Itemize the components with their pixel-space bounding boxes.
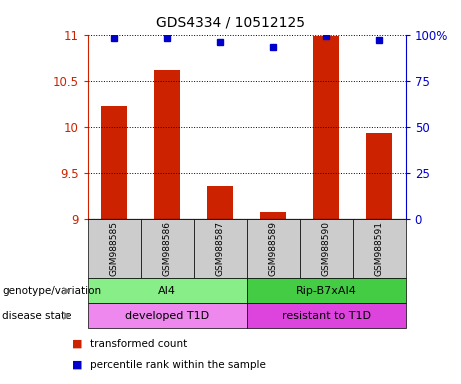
Text: AI4: AI4 bbox=[158, 286, 176, 296]
Text: GSM988586: GSM988586 bbox=[163, 221, 171, 276]
Bar bbox=[313, 36, 339, 219]
Text: disease state: disease state bbox=[2, 311, 72, 321]
Text: ■: ■ bbox=[72, 360, 83, 370]
Bar bbox=[260, 212, 286, 219]
Bar bbox=[101, 106, 127, 219]
Text: resistant to T1D: resistant to T1D bbox=[282, 311, 371, 321]
Text: GSM988590: GSM988590 bbox=[322, 221, 331, 276]
Text: transformed count: transformed count bbox=[90, 339, 187, 349]
Text: percentile rank within the sample: percentile rank within the sample bbox=[90, 360, 266, 370]
Text: GSM988591: GSM988591 bbox=[375, 221, 384, 276]
Text: Rip-B7xAI4: Rip-B7xAI4 bbox=[296, 286, 357, 296]
Bar bbox=[154, 70, 180, 219]
Text: ■: ■ bbox=[72, 339, 83, 349]
Bar bbox=[366, 133, 392, 219]
Text: GSM988589: GSM988589 bbox=[269, 221, 278, 276]
Text: developed T1D: developed T1D bbox=[125, 311, 209, 321]
Bar bbox=[207, 186, 233, 219]
Text: GSM988587: GSM988587 bbox=[216, 221, 225, 276]
Text: genotype/variation: genotype/variation bbox=[2, 286, 101, 296]
Text: GSM988585: GSM988585 bbox=[110, 221, 118, 276]
Text: GDS4334 / 10512125: GDS4334 / 10512125 bbox=[156, 15, 305, 29]
